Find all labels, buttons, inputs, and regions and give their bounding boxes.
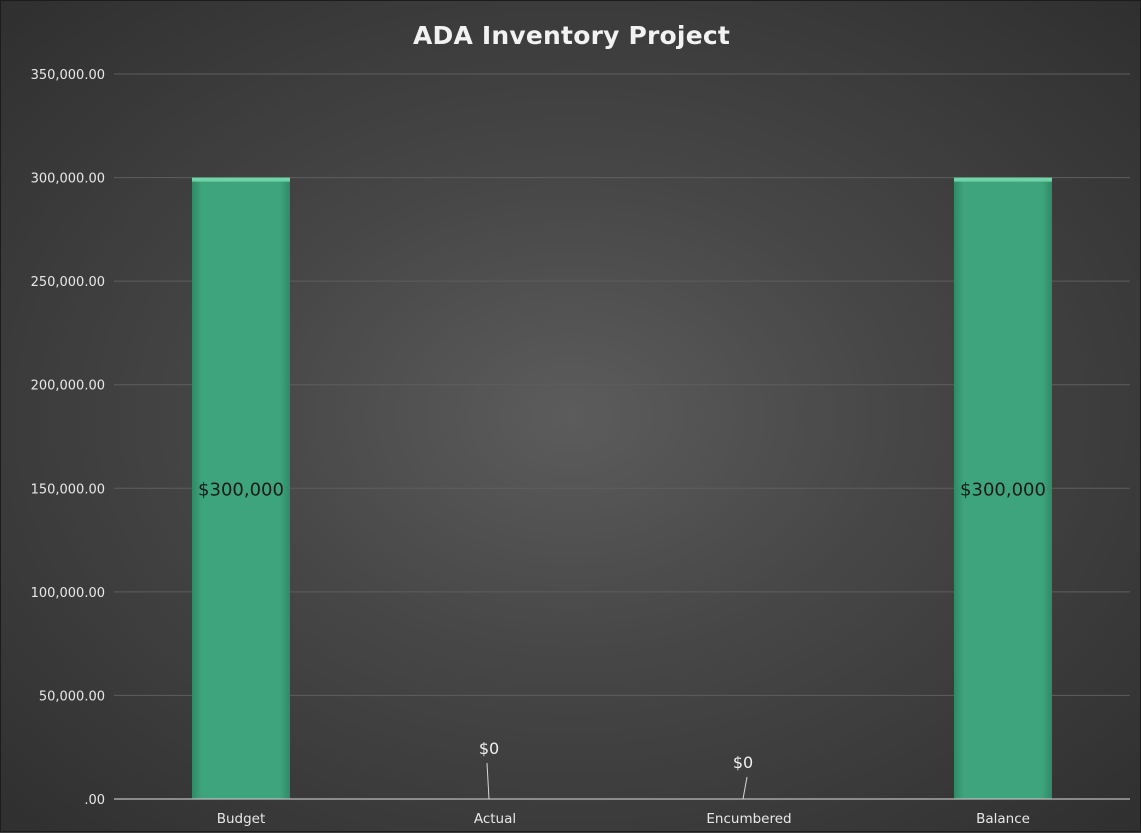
bar-budget — [192, 177, 290, 800]
data-label: $300,000 — [198, 479, 284, 500]
y-tick-label: 50,000.00 — [39, 689, 105, 704]
x-tick-label: Encumbered — [706, 811, 791, 827]
bar-body — [192, 177, 290, 800]
leader-line — [486, 762, 490, 800]
x-tick-label: Budget — [217, 811, 266, 827]
leader-line — [742, 776, 748, 800]
x-tick-label: Balance — [976, 811, 1030, 827]
chart-title: ADA Inventory Project — [412, 21, 731, 50]
y-tick-label: .00 — [84, 793, 105, 808]
bars — [192, 177, 1052, 800]
y-tick-label: 300,000.00 — [31, 172, 105, 187]
data-label: $0 — [479, 739, 499, 758]
x-axis-ticks: Budget Actual Encumbered Balance — [217, 811, 1030, 827]
data-labels: $300,000 $0 $0 $300,000 — [198, 479, 1046, 800]
bar-highlight — [954, 177, 1052, 182]
data-label: $300,000 — [960, 479, 1046, 500]
y-axis-ticks: .00 50,000.00 100,000.00 150,000.00 200,000.… — [31, 68, 105, 808]
y-tick-label: 350,000.00 — [31, 68, 105, 83]
bar-highlight — [192, 177, 290, 182]
x-tick-label: Actual — [474, 811, 516, 827]
y-tick-label: 100,000.00 — [31, 586, 105, 601]
y-tick-label: 150,000.00 — [31, 482, 105, 497]
y-tick-label: 200,000.00 — [31, 379, 105, 394]
data-label: $0 — [733, 753, 753, 772]
y-tick-label: 250,000.00 — [31, 275, 105, 290]
bar-body — [954, 177, 1052, 800]
bar-balance — [954, 177, 1052, 800]
